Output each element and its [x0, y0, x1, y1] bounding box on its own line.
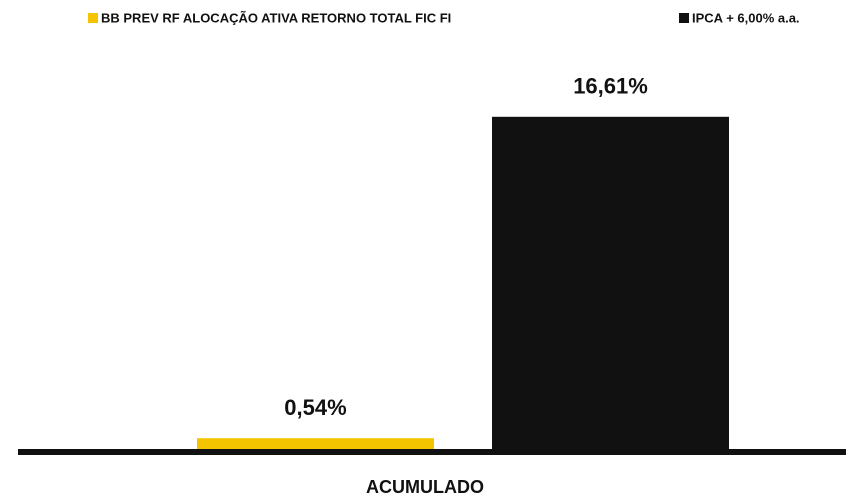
- legend-swatch: [679, 13, 689, 23]
- x-tick-label: ACUMULADO: [366, 477, 484, 495]
- bar: [492, 116, 729, 450]
- legend-label: BB PREV RF ALOCAÇÃO ATIVA RETORNO TOTAL …: [101, 10, 451, 25]
- axis-line: [18, 449, 846, 455]
- bar: [197, 438, 434, 449]
- value-label: 0,54%: [284, 395, 346, 420]
- value-label: 16,61%: [573, 74, 648, 99]
- legend-swatch: [88, 13, 98, 23]
- legend-label: IPCA + 6,00% a.a.: [692, 10, 800, 25]
